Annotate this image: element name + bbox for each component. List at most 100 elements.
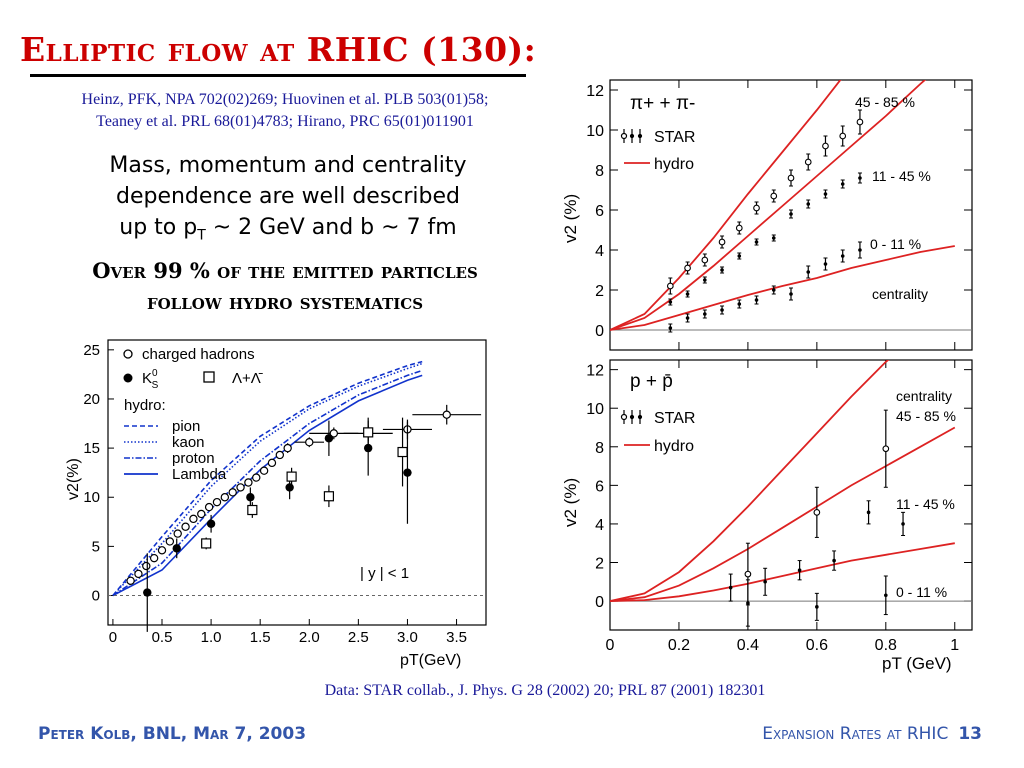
emphasis-line-1: Over 99 % of the emitted particles	[92, 258, 478, 283]
legend-hydro-title: hydro:	[124, 397, 166, 414]
legend: charged hadrons K0 S Λ+Λ̄ hydro: pion kao…	[123, 346, 263, 483]
label-11-45: 11 - 45 %	[872, 168, 931, 184]
data-point	[718, 235, 726, 249]
hydro-curve	[610, 426, 956, 602]
marker-open	[839, 132, 847, 140]
data-point	[804, 153, 812, 171]
label-0-11: 0 - 11 %	[870, 236, 921, 252]
y-tick-label: 20	[83, 391, 100, 408]
plot-frame	[609, 359, 973, 631]
chart-pion-v2: 0 2 4 6 8 10 12 π+ + π- STAR hydro 45 - 85 % 1…	[561, 79, 973, 351]
y-tick-label: 25	[83, 342, 100, 359]
axis-ticks: 0 2 4 6 8 10 12 0 0.2 0.4 0.6 0.8 1	[586, 360, 972, 654]
marker-filled	[771, 288, 776, 292]
marker-filled	[789, 212, 793, 216]
hydro-curve	[610, 80, 842, 331]
footer: Peter Kolb, BNL, Mar 7, 2003 Expansion R…	[0, 722, 1024, 748]
marker-open	[666, 282, 674, 290]
legend-label-lambda: Λ+Λ̄	[232, 370, 263, 387]
hydro-curve-kaon	[112, 362, 423, 597]
data-point	[823, 257, 828, 271]
summary-line-2: dependence are well described	[115, 184, 460, 209]
data-point	[403, 421, 412, 524]
data-point	[412, 404, 482, 425]
references: Heinz, PFK, NPA 702(02)269; Huovinen et …	[20, 89, 550, 133]
marker-filled	[746, 601, 750, 605]
marker-charged-hadron	[181, 522, 190, 531]
legend-label-pion: pion	[172, 418, 200, 435]
chart-identified-hadrons: 0 0.5 1.0 1.5 2.0 2.5 3.0 3.5 0 5 10 15 20 25 charged…	[65, 339, 487, 669]
data-point	[165, 537, 175, 546]
y-axis-label: v2(%)	[65, 458, 82, 500]
y-tick-label: 12	[586, 83, 604, 100]
y-tick-label: 10	[586, 123, 604, 140]
data-point	[685, 313, 690, 323]
marker-charged-hadron	[134, 569, 143, 579]
label-centrality: centrality	[872, 286, 928, 302]
marker-filled	[815, 605, 819, 609]
marker-charged-hadron	[142, 561, 151, 571]
data-point	[267, 458, 277, 468]
legend: STAR hydro	[620, 129, 695, 173]
hydro-curve-proton	[112, 369, 423, 597]
footer-right: Expansion Rates at RHIC 13	[762, 724, 982, 744]
marker-filled	[720, 268, 724, 272]
marker-filled	[763, 579, 767, 584]
data-credit: Data: STAR collab., J. Phys. G 28 (2002)…	[324, 682, 766, 699]
marker-open	[770, 192, 778, 200]
marker-open	[856, 118, 864, 126]
data-point	[901, 511, 906, 536]
data-point	[142, 561, 151, 571]
marker-k0s	[143, 588, 152, 597]
marker-open	[735, 224, 743, 232]
marker-open	[813, 509, 821, 516]
marker-lambda	[323, 491, 335, 502]
data-point	[814, 592, 819, 621]
marker-filled	[685, 292, 690, 296]
data-point	[753, 201, 760, 215]
data-point	[728, 573, 733, 602]
marker-charged-hadron	[204, 502, 214, 512]
x-axis-label: pT (GeV)	[882, 654, 952, 673]
marker-k0s	[324, 434, 334, 443]
legend-label-kaon: kaon	[172, 434, 205, 451]
data-point	[197, 509, 206, 519]
marker-charged-hadron	[220, 493, 230, 502]
emphasis-text: Over 99 % of the emitted particles follo…	[20, 255, 550, 317]
marker-filled	[797, 568, 802, 573]
y-tick-label: 8	[595, 440, 604, 457]
x-tick-label: 0.4	[737, 637, 759, 654]
marker-filled	[771, 236, 776, 240]
marker-charged-hadron	[157, 546, 167, 555]
hydro-curve	[610, 80, 927, 331]
label-centrality: centrality	[896, 388, 952, 404]
data-point	[797, 560, 802, 581]
marker-charged-hadron	[173, 529, 182, 538]
legend: STAR hydro	[620, 410, 695, 455]
data-point	[228, 488, 237, 497]
x-tick-label: 3.0	[397, 629, 418, 646]
data-point	[882, 409, 890, 488]
marker-open	[822, 142, 829, 150]
marker-filled	[728, 585, 733, 590]
data-point	[668, 298, 673, 306]
marker-k0s	[285, 483, 294, 492]
chart-title: p + p̄	[630, 371, 673, 392]
data-point	[294, 437, 324, 448]
data-point	[745, 579, 750, 627]
page-number: 13	[958, 724, 982, 744]
hydro-curve	[610, 360, 890, 602]
legend-label-lambda-hydro: Lambda	[172, 466, 227, 483]
marker-open	[718, 238, 726, 246]
x-tick-label: 0.8	[875, 637, 897, 654]
x-tick-label: 1.0	[201, 629, 222, 646]
data-point	[244, 478, 253, 487]
summary-line-3: up to pT ~ 2 GeV and b ~ 7 fm	[50, 212, 526, 251]
data-point	[754, 238, 759, 246]
x-tick-label: 2.5	[348, 629, 369, 646]
data-point	[737, 299, 742, 309]
y-tick-label: 8	[595, 163, 604, 180]
marker-charged-hadron	[197, 509, 206, 519]
marker-filled	[866, 510, 871, 515]
marker-open	[753, 204, 760, 212]
